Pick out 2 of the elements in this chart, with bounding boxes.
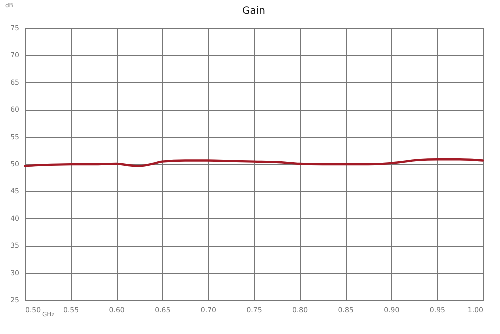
line-series [24, 158, 484, 168]
chart-title: Gain [242, 6, 266, 17]
